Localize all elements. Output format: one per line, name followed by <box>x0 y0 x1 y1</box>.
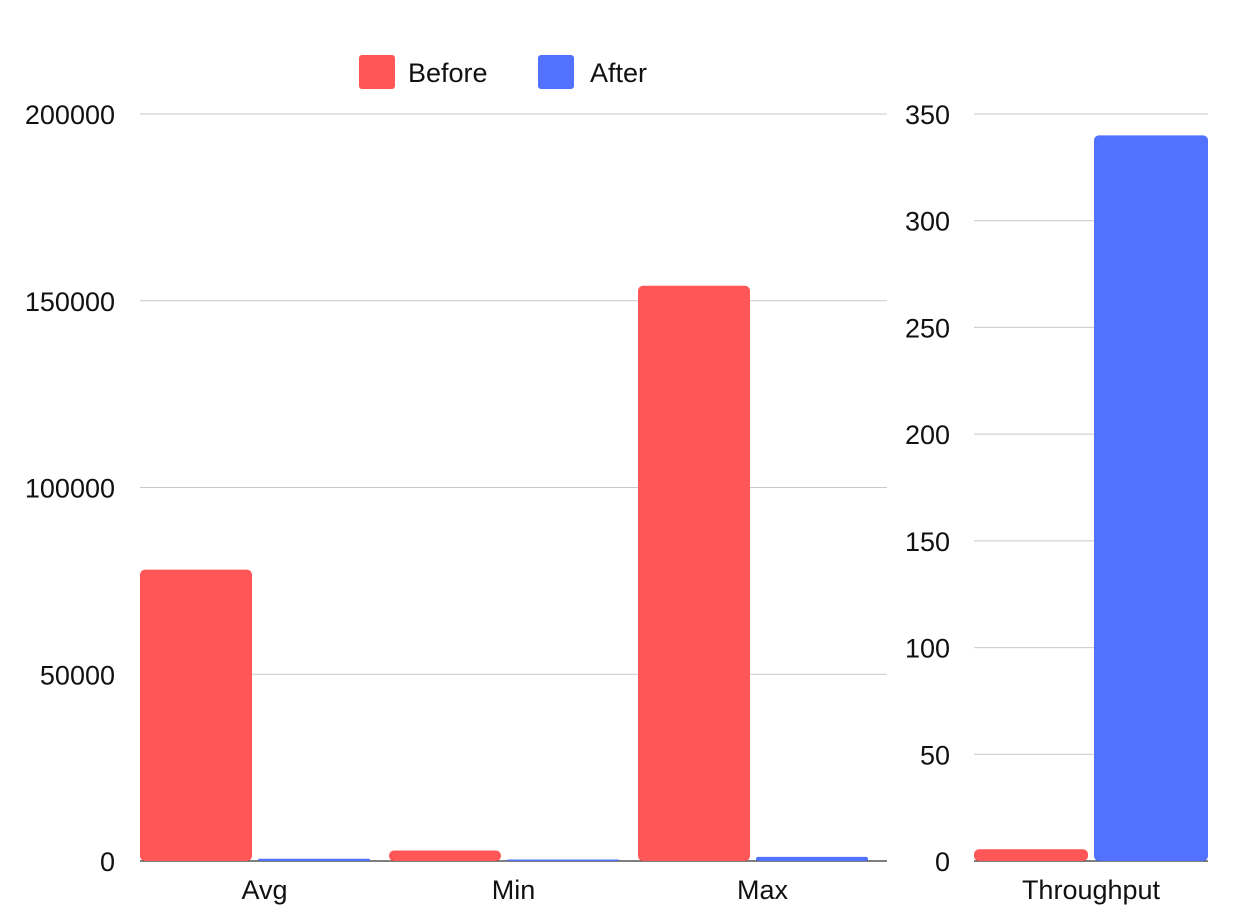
chart0-bar-max-after <box>756 856 868 861</box>
legend-label-before: Before <box>408 58 488 88</box>
chart1-y-tick-50: 50 <box>920 740 950 770</box>
chart1-y-tick-350: 350 <box>905 100 950 130</box>
chart0-y-tick-200000: 200000 <box>25 100 115 130</box>
chart0-x-tick-min: Min <box>492 875 536 905</box>
chart1-x-tick-throughput: Throughput <box>1022 875 1161 905</box>
legend: Before After <box>359 55 647 89</box>
chart0-y-tick-100000: 100000 <box>25 474 115 504</box>
chart0-y-tick-50000: 50000 <box>40 660 115 690</box>
chart0-bar-min-before <box>389 850 501 861</box>
chart1-y-tick-100: 100 <box>905 634 950 664</box>
label-layer: 0 50000 100000 150000 200000 Avg Min Max 0 50 100 1… <box>25 100 1161 905</box>
legend-label-after: After <box>590 58 647 88</box>
legend-swatch-before <box>359 55 395 89</box>
chart0-bar-min-after <box>507 859 619 861</box>
legend-swatch-after <box>538 55 574 89</box>
chart1-bar-throughput-before <box>974 849 1088 861</box>
chart1-y-tick-250: 250 <box>905 313 950 343</box>
chart1-y-tick-200: 200 <box>905 420 950 450</box>
chart0-y-tick-0: 0 <box>100 847 115 877</box>
chart0-bar-avg-before <box>140 569 252 861</box>
chart0-x-tick-max: Max <box>737 875 789 905</box>
chart1-y-tick-0: 0 <box>935 847 950 877</box>
chart0-bar-max-before <box>638 285 750 861</box>
chart0-y-tick-150000: 150000 <box>25 287 115 317</box>
chart1-bar-throughput-after <box>1094 135 1208 862</box>
chart0-bar-avg-after <box>258 858 370 861</box>
chart1-y-tick-300: 300 <box>905 207 950 237</box>
bar-layer <box>140 135 1208 862</box>
chart1-y-tick-150: 150 <box>905 527 950 557</box>
chart0-x-tick-avg: Avg <box>241 875 287 905</box>
